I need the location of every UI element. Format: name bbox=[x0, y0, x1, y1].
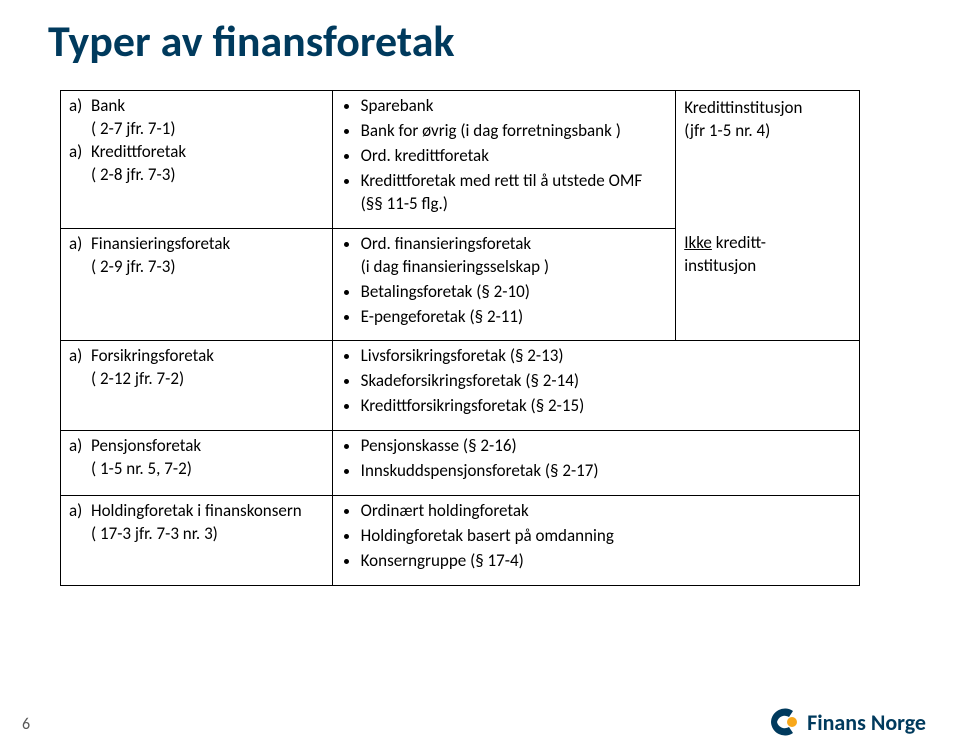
cell-mid: Sparebank Bank for øvrig (i dag forretni… bbox=[332, 91, 676, 229]
cell-mid: Ord. finansieringsforetak(i dag finansie… bbox=[332, 228, 676, 341]
bullet-item: Skadeforsikringsforetak (§ 2-14) bbox=[361, 370, 668, 393]
bullet-item: Betalingsforetak (§ 2-10) bbox=[361, 281, 668, 304]
page-title: Typer av finansforetak bbox=[0, 0, 960, 68]
cell-left: a) Bank ( 2-7 jfr. 7-1) a) Kredittforeta… bbox=[61, 91, 333, 229]
cell-text: institusjon bbox=[684, 255, 851, 278]
cell-text: ( 2-8 jfr. 7-3) bbox=[91, 164, 324, 187]
bullet-item: Pensjonskasse (§ 2-16) bbox=[361, 435, 668, 458]
cell-left: a) Finansieringsforetak ( 2-9 jfr. 7-3) bbox=[61, 228, 333, 341]
cell-text: Kredittinstitusjon bbox=[684, 95, 851, 120]
cell-right: Kredittinstitusjon (jfr 1-5 nr. 4) bbox=[676, 91, 860, 229]
cell-text: ( 2-9 jfr. 7-3) bbox=[91, 256, 324, 279]
cell-mid: Livsforsikringsforetak (§ 2-13) Skadefor… bbox=[332, 341, 676, 431]
bullet-item: Livsforsikringsforetak (§ 2-13) bbox=[361, 345, 668, 368]
cell-left: a) Pensjonsforetak ( 1-5 nr. 5, 7-2) bbox=[61, 431, 333, 496]
cell-right-empty bbox=[676, 496, 860, 586]
cell-mid: Pensjonskasse (§ 2-16) Innskuddspensjons… bbox=[332, 431, 676, 496]
logo-mark-icon bbox=[769, 706, 801, 738]
list-marker: a) bbox=[69, 500, 91, 546]
table-row: a) Finansieringsforetak ( 2-9 jfr. 7-3) … bbox=[61, 228, 860, 341]
types-table: a) Bank ( 2-7 jfr. 7-1) a) Kredittforeta… bbox=[60, 90, 860, 586]
cell-text: Finansieringsforetak bbox=[91, 233, 324, 256]
cell-left: a) Forsikringsforetak ( 2-12 jfr. 7-2) bbox=[61, 341, 333, 431]
cell-text: ( 2-12 jfr. 7-2) bbox=[91, 368, 324, 391]
cell-left: a) Holdingforetak i finanskonsern ( 17-3… bbox=[61, 496, 333, 586]
cell-text: Ikke kreditt- bbox=[684, 232, 851, 255]
brand-logo: Finans Norge bbox=[769, 706, 926, 738]
cell-mid: Ordinært holdingforetak Holdingforetak b… bbox=[332, 496, 676, 586]
cell-text: ( 1-5 nr. 5, 7-2) bbox=[91, 458, 324, 481]
bullet-item: Kredittforetak med rett til å utstede OM… bbox=[361, 170, 668, 216]
bullet-item: Kredittforsikringsforetak (§ 2-15) bbox=[361, 395, 668, 418]
logo-text: Finans Norge bbox=[807, 709, 926, 736]
list-marker: a) bbox=[69, 233, 91, 279]
cell-text: ( 17-3 jfr. 7-3 nr. 3) bbox=[91, 523, 324, 546]
bullet-item: Holdingforetak basert på omdanning bbox=[361, 525, 668, 548]
cell-text: Holdingforetak i finanskonsern bbox=[91, 500, 324, 523]
cell-right-empty bbox=[676, 341, 860, 431]
bullet-item: E-pengeforetak (§ 2-11) bbox=[361, 306, 668, 329]
cell-right-empty bbox=[676, 431, 860, 496]
table-row: a) Pensjonsforetak ( 1-5 nr. 5, 7-2) Pen… bbox=[61, 431, 860, 496]
bullet-item: Ord. finansieringsforetak(i dag finansie… bbox=[361, 233, 668, 279]
table-row: a) Bank ( 2-7 jfr. 7-1) a) Kredittforeta… bbox=[61, 91, 860, 229]
bullet-item: Ord. kredittforetak bbox=[361, 145, 668, 168]
bullet-item: Bank for øvrig (i dag forretningsbank ) bbox=[361, 120, 668, 143]
table-container: a) Bank ( 2-7 jfr. 7-1) a) Kredittforeta… bbox=[0, 68, 960, 586]
page-number: 6 bbox=[22, 715, 30, 734]
cell-text: Forsikringsforetak bbox=[91, 345, 324, 368]
bullet-item: Sparebank bbox=[361, 95, 668, 118]
list-marker: a) bbox=[69, 141, 91, 187]
cell-text: Pensjonsforetak bbox=[91, 435, 324, 458]
cell-text: (jfr 1-5 nr. 4) bbox=[684, 120, 851, 143]
table-row: a) Holdingforetak i finanskonsern ( 17-3… bbox=[61, 496, 860, 586]
cell-right: Ikke kreditt- institusjon bbox=[676, 228, 860, 341]
list-marker: a) bbox=[69, 345, 91, 391]
bullet-item: Innskuddspensjonsforetak (§ 2-17) bbox=[361, 460, 668, 483]
bullet-item: Ordinært holdingforetak bbox=[361, 500, 668, 523]
cell-text: Kredittforetak bbox=[91, 141, 324, 164]
list-marker: a) bbox=[69, 95, 91, 141]
list-marker: a) bbox=[69, 435, 91, 481]
cell-text: Bank bbox=[91, 95, 324, 118]
table-row: a) Forsikringsforetak ( 2-12 jfr. 7-2) L… bbox=[61, 341, 860, 431]
bullet-item: Konserngruppe (§ 17-4) bbox=[361, 550, 668, 573]
cell-text: ( 2-7 jfr. 7-1) bbox=[91, 118, 324, 141]
